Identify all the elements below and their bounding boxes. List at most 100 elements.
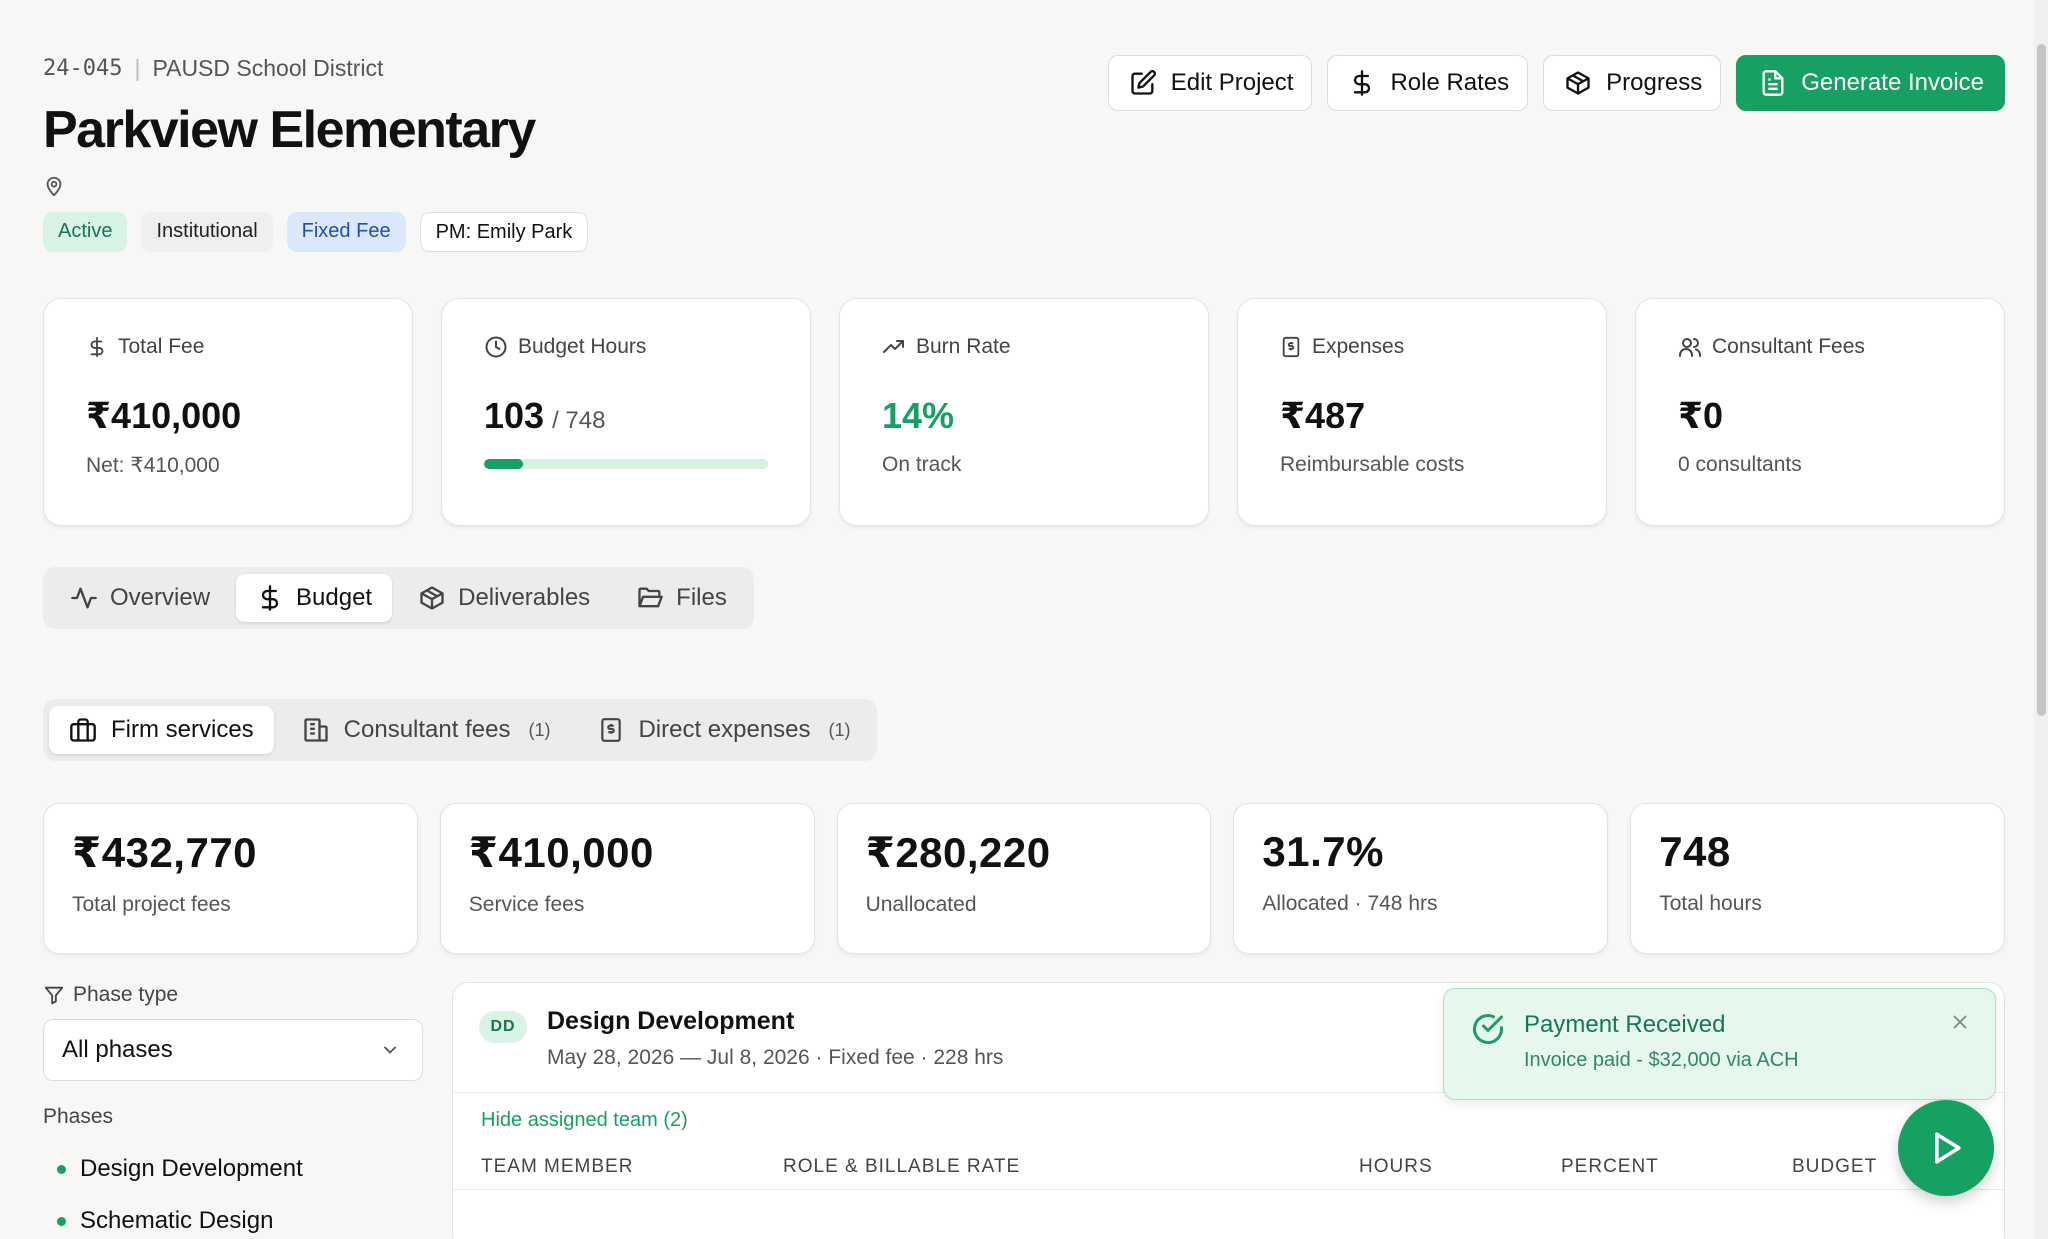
budget-subtabs: Firm services Consultant fees (1) Direct… (43, 699, 877, 761)
allocated-card: 31.7% Allocated · 748 hrs (1233, 803, 1609, 954)
expenses-card: Expenses ₹487 Reimbursable costs (1237, 298, 1607, 526)
service-fees-card: ₹410,000 Service fees (439, 803, 815, 954)
hours-progress-bar (484, 459, 768, 469)
phase-list-item[interactable]: Design Development (43, 1143, 423, 1195)
column-header-role[interactable]: ROLE & BILLABLE RATE (783, 1156, 1021, 1177)
budget-summary-cards: ₹432,770 Total project fees ₹410,000 Ser… (43, 803, 2005, 954)
page-scrollbar[interactable] (2034, 0, 2048, 1239)
briefcase-icon (69, 716, 97, 744)
total-project-fees-card: ₹432,770 Total project fees (43, 803, 418, 954)
phase-type-select[interactable]: All phases (43, 1019, 423, 1081)
tab-label: Budget (296, 584, 373, 611)
tab-files[interactable]: Files (616, 574, 747, 622)
summary-value: 748 (1659, 828, 1731, 875)
project-tags: Active Institutional Fixed Fee PM: Emily… (43, 212, 2005, 252)
scrollbar-thumb[interactable] (2037, 44, 2046, 716)
dollar-icon (86, 335, 108, 359)
subtab-label: Direct expenses (638, 716, 811, 743)
pm-badge: PM: Emily Park (419, 212, 589, 252)
clock-icon (484, 335, 508, 359)
subtab-label: Consultant fees (343, 716, 511, 743)
subtab-firm-services[interactable]: Firm services (49, 706, 274, 754)
column-header-member[interactable]: TEAM MEMBER (481, 1156, 634, 1177)
column-header-budget[interactable]: BUDGET (1792, 1156, 1878, 1177)
phases-label: Phases (43, 1105, 114, 1128)
kpi-value: 103 / 748 (484, 395, 768, 439)
status-badge: Active (43, 212, 128, 252)
burn-rate-card: Burn Rate 14% On track (839, 298, 1209, 526)
subtab-consultant-fees[interactable]: Consultant fees (1) (282, 706, 571, 754)
users-icon (1678, 335, 1702, 359)
edit-icon (1129, 69, 1157, 97)
client-name[interactable]: PAUSD School District (152, 55, 384, 81)
unallocated-card: ₹280,220 Unallocated (836, 803, 1212, 954)
summary-value: ₹432,770 (72, 829, 258, 876)
hours-total: / 748 (552, 407, 606, 434)
main-tabs: Overview Budget Deliverables Files (43, 567, 754, 629)
kpi-value: 14% (882, 395, 955, 436)
type-badge: Institutional (141, 212, 273, 252)
package-icon (418, 584, 446, 612)
consultant-fees-card: Consultant Fees ₹0 0 consultants (1635, 298, 2005, 526)
trending-up-icon (882, 335, 906, 359)
phase-filters: Phase type All phases Phases Design Deve… (43, 983, 423, 1239)
close-icon[interactable] (1949, 1011, 1971, 1033)
phase-header[interactable]: DD Design Development May 28, 2026 — Jul… (453, 983, 2004, 1093)
total-fee-card: Total Fee ₹410,000 Net: ₹410,000 (43, 298, 413, 526)
tab-deliverables[interactable]: Deliverables (398, 574, 610, 622)
kpi-value: ₹487 (1280, 395, 1366, 436)
activity-icon (70, 584, 98, 612)
page-title: Parkview Elementary (43, 101, 536, 159)
budget-hours-card: Budget Hours 103 / 748 (441, 298, 811, 526)
kpi-label: Total Fee (118, 335, 205, 358)
breadcrumb-separator: | (134, 55, 141, 81)
phase-list-label: Schematic Design (80, 1207, 274, 1234)
kpi-label: Budget Hours (518, 335, 647, 358)
play-button[interactable] (1898, 1100, 1994, 1196)
kpi-label: Expenses (1312, 335, 1405, 358)
kpi-label: Burn Rate (916, 335, 1011, 358)
tab-budget[interactable]: Budget (236, 574, 393, 622)
breadcrumb: 24-045 | PAUSD School District (43, 55, 2005, 82)
package-icon (1564, 69, 1592, 97)
phase-list-label: Design Development (80, 1155, 303, 1182)
generate-invoice-button[interactable]: Generate Invoice (1736, 55, 2005, 111)
tab-overview[interactable]: Overview (50, 574, 230, 622)
payment-toast: Payment Received Invoice paid - $32,000 … (1443, 988, 1996, 1100)
phase-list-item[interactable]: Schematic Design (43, 1195, 423, 1239)
project-header: 24-045 | PAUSD School District Parkview … (43, 55, 2005, 275)
role-rates-label: Role Rates (1390, 69, 1510, 96)
total-hours-card: 748 Total hours (1630, 803, 2005, 954)
select-value: All phases (62, 1036, 173, 1063)
edit-project-button[interactable]: Edit Project (1107, 55, 1313, 111)
receipt-icon (598, 716, 624, 744)
column-header-percent[interactable]: PERCENT (1561, 1156, 1659, 1177)
summary-label: Service fees (468, 893, 585, 916)
subtab-label: Firm services (111, 716, 254, 743)
project-code: 24-045 (43, 56, 123, 81)
hide-team-link[interactable]: Hide assigned team (2) (481, 1109, 688, 1131)
column-header-hours[interactable]: HOURS (1359, 1156, 1433, 1177)
generate-invoice-label: Generate Invoice (1801, 69, 1984, 96)
status-dot (57, 1216, 66, 1226)
count-badge: (1) (528, 719, 551, 740)
toast-title: Payment Received (1524, 1011, 1726, 1038)
kpi-subtext: 0 consultants (1678, 453, 1802, 476)
header-actions: Edit Project Role Rates Progress Generat… (1107, 55, 2005, 111)
summary-label: Unallocated (865, 893, 977, 916)
hours-used: 103 (484, 395, 545, 436)
role-rates-button[interactable]: Role Rates (1327, 55, 1529, 111)
document-icon (1759, 69, 1787, 97)
check-circle-icon (1470, 1011, 1506, 1077)
summary-label: Allocated · 748 hrs (1262, 892, 1438, 915)
summary-value: ₹410,000 (468, 829, 654, 876)
progress-button[interactable]: Progress (1543, 55, 1722, 111)
tab-label: Files (676, 584, 727, 611)
toast-message: Invoice paid - $32,000 via ACH (1524, 1049, 1799, 1071)
filter-icon (43, 984, 65, 1006)
kpi-subtext: Net: ₹410,000 (86, 454, 220, 477)
kpi-value: ₹0 (1678, 395, 1724, 436)
subtab-direct-expenses[interactable]: Direct expenses (1) (578, 706, 870, 754)
summary-value: ₹280,220 (865, 829, 1051, 876)
